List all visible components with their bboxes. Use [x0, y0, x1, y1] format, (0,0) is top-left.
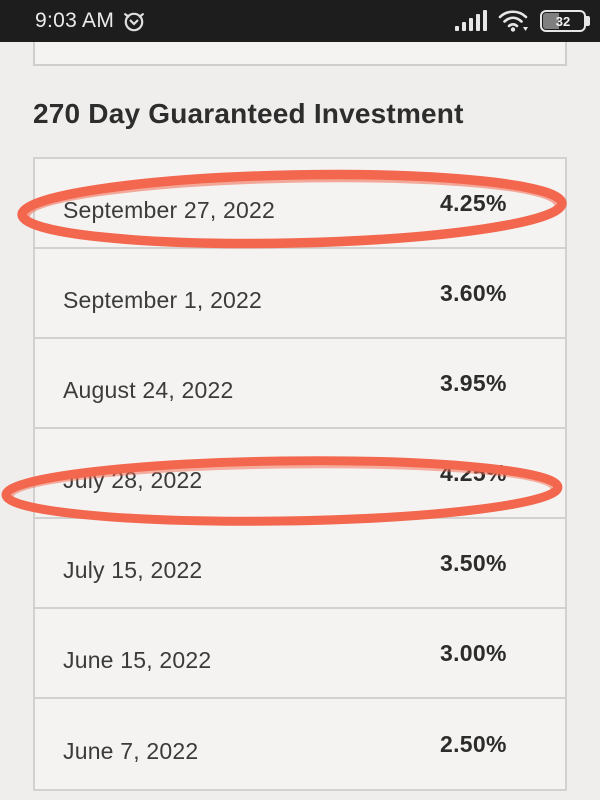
table-row: August 24, 2022 3.95%	[35, 339, 565, 429]
rate-value: 3.95%	[440, 369, 507, 396]
status-bar: 9:03 AM	[0, 0, 600, 42]
rate-value: 2.50%	[440, 730, 507, 757]
status-bar-left: 9:03 AM	[35, 8, 147, 34]
rate-date: September 1, 2022	[63, 286, 263, 313]
rate-date: June 7, 2022	[63, 737, 199, 764]
table-row: September 27, 2022 4.25%	[35, 159, 565, 249]
battery-nub	[586, 16, 590, 26]
rate-date: June 15, 2022	[63, 646, 212, 673]
rate-date: August 24, 2022	[63, 376, 234, 403]
rate-date: September 27, 2022	[63, 196, 276, 223]
wifi-icon	[498, 10, 528, 32]
battery-icon: 32	[540, 10, 590, 32]
table-row: September 1, 2022 3.60%	[35, 249, 565, 339]
table-row: June 7, 2022 2.50%	[35, 699, 565, 789]
table-row: July 15, 2022 3.50%	[35, 519, 565, 609]
table-row: July 28, 2022 4.25%	[35, 429, 565, 519]
alarm-icon	[124, 12, 145, 32]
battery-percentage: 32	[555, 13, 571, 29]
rate-value: 3.50%	[440, 549, 507, 576]
page-content[interactable]: 270 Day Guaranteed Investment September …	[0, 42, 600, 800]
previous-table-partial	[33, 42, 567, 66]
battery-fill	[543, 13, 559, 29]
rate-date: July 15, 2022	[63, 556, 203, 583]
signal-strength-icon	[455, 10, 487, 31]
rate-value: 4.25%	[440, 189, 507, 216]
status-time: 9:03 AM	[35, 9, 115, 32]
rate-date: July 28, 2022	[63, 466, 203, 493]
rates-table: September 27, 2022 4.25% September 1, 20…	[33, 157, 567, 791]
status-bar-right: 32	[454, 8, 590, 34]
page-title: 270 Day Guaranteed Investment	[33, 98, 464, 129]
rate-value: 4.25%	[440, 459, 507, 486]
rate-value: 3.60%	[440, 279, 507, 306]
table-row: June 15, 2022 3.00%	[35, 609, 565, 699]
rate-value: 3.00%	[440, 639, 507, 666]
